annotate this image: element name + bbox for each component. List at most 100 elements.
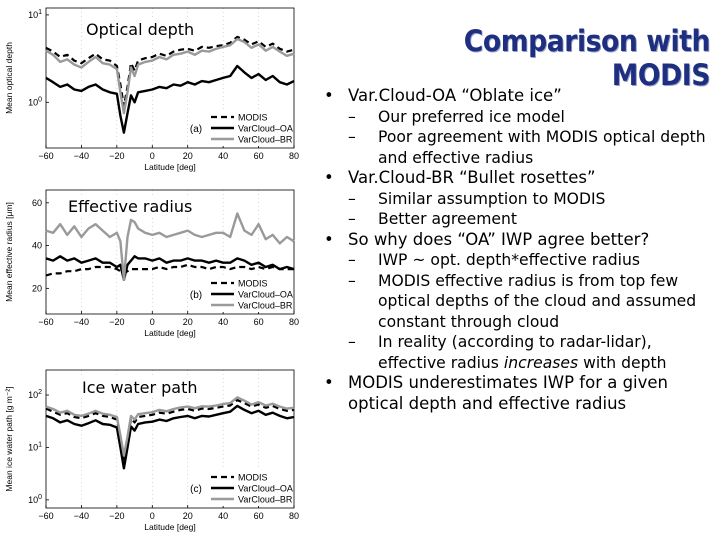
bullet-text: MODIS underestimates IWP for a given opt… xyxy=(348,373,669,413)
legend-entry: VarCloud–BR xyxy=(238,301,293,311)
legend-entry: MODIS xyxy=(238,473,268,483)
optical-depth-chart-svg: −60 −40 −20 0 20 40 60 80 101 100 Latitude [deg] Me… xyxy=(4,7,299,172)
series-line xyxy=(45,396,295,457)
y-axis-label: Mean ice water path [g m⁻²] xyxy=(4,386,14,491)
y-tick-label: 100 xyxy=(28,494,42,505)
optical-depth-chart: −60 −40 −20 0 20 40 60 80 101 100 Latitude [deg] Me… xyxy=(0,0,300,180)
ice-water-path-chart: −60 −40 −20 0 20 40 60 80 102 101 100 Latitude [deg… xyxy=(0,360,300,540)
panel-tag: (b) xyxy=(190,290,202,301)
x-tick-label: 40 xyxy=(218,511,228,521)
sub-bullet-text: Better agreement xyxy=(378,210,517,228)
x-tick-label: −60 xyxy=(38,151,53,161)
bullet-text: So why does “OA” IWP agree better? xyxy=(348,229,650,249)
sub-bullet-item: – Poor agreement with MODIS optical depth… xyxy=(320,127,718,168)
x-tick-label: 60 xyxy=(254,317,264,327)
y-tick-label: 60 xyxy=(32,198,42,208)
series-line xyxy=(45,37,295,115)
ice-water-path-panel-label: Ice water path xyxy=(80,378,200,397)
sub-bullet-item: – IWP ~ opt. depth*effective radius xyxy=(320,250,718,271)
y-tick-exponent: 0 xyxy=(38,494,42,501)
x-tick-label: −60 xyxy=(38,317,53,327)
plot-frame xyxy=(45,369,295,509)
sub-bullet-text-pre: In reality (according to radar-lidar), e… xyxy=(378,333,652,372)
bullet-dot: • xyxy=(324,373,334,392)
x-tick-label: −40 xyxy=(74,511,89,521)
sub-bullet-dash: – xyxy=(348,107,356,126)
y-tick-label: 101 xyxy=(28,441,42,452)
bullet-dot: • xyxy=(324,86,334,105)
bullet-item: • So why does “OA” IWP agree better? xyxy=(320,230,718,251)
panel-tag: (c) xyxy=(190,484,202,495)
sub-bullet-text-post: with depth xyxy=(578,353,667,372)
legend-entry: VarCloud–OA xyxy=(238,124,293,134)
y-tick-label: 100 xyxy=(28,96,42,107)
x-tick-label: 20 xyxy=(183,317,193,327)
sub-bullet-dash: – xyxy=(348,128,356,146)
series-line xyxy=(45,263,294,277)
sub-bullet-item: – Our preferred ice model xyxy=(320,107,718,128)
x-tick-label: 60 xyxy=(254,151,264,161)
x-tick-label: 40 xyxy=(218,317,228,327)
x-tick-label: 40 xyxy=(218,151,228,161)
x-tick-label: −20 xyxy=(109,317,124,327)
x-tick-label: 80 xyxy=(289,317,299,327)
legend-entry: VarCloud–BR xyxy=(238,495,293,505)
effective-radius-panel-label: Effective radius xyxy=(66,197,195,216)
y-axis-label: Mean effective radius [μm] xyxy=(4,202,14,302)
series-line xyxy=(45,398,295,461)
y-tick-exponent: 2 xyxy=(38,389,42,396)
x-tick-label: −40 xyxy=(74,317,89,327)
sub-bullet-text: Our preferred ice model xyxy=(378,107,565,126)
x-tick-label: 20 xyxy=(183,511,193,521)
sub-bullet-text: Poor agreement with MODIS optical depth … xyxy=(378,128,706,167)
x-tick-label: 80 xyxy=(289,151,299,161)
y-tick-label: 20 xyxy=(32,283,42,293)
x-tick-label: 80 xyxy=(289,511,299,521)
y-tick-label: 40 xyxy=(32,241,42,251)
x-axis-label: Latitude [deg] xyxy=(144,162,196,172)
x-tick-label: −60 xyxy=(38,511,53,521)
x-tick-label: 0 xyxy=(150,317,155,327)
y-tick-exponent: 1 xyxy=(38,441,42,448)
series-line xyxy=(45,35,295,108)
series-line xyxy=(45,64,295,134)
bullet-item: • MODIS underestimates IWP for a given op… xyxy=(320,373,718,414)
bullet-item: • Var.Cloud-BR “Bullet rosettes” xyxy=(320,168,718,189)
y-tick-label: 102 xyxy=(28,389,42,400)
effective-radius-chart: −60 −40 −20 0 20 40 60 80 20 40 60 Latitude [deg] Me… xyxy=(0,182,300,360)
sub-bullet-dash: – xyxy=(348,333,356,351)
optical-depth-panel-label: Optical depth xyxy=(84,20,197,39)
x-tick-label: −40 xyxy=(74,151,89,161)
x-axis-label: Latitude [deg] xyxy=(144,522,196,532)
x-tick-label: −20 xyxy=(109,511,124,521)
bullet-dot: • xyxy=(324,229,334,249)
y-tick-exponent: 1 xyxy=(38,9,42,16)
x-tick-label: 0 xyxy=(150,511,155,521)
sub-bullet-text: Similar assumption to MODIS xyxy=(378,189,606,208)
series-line xyxy=(45,255,295,282)
legend-entry: VarCloud–OA xyxy=(238,484,293,494)
bullet-text: Var.Cloud-OA “Oblate ice” xyxy=(348,86,562,105)
plot-frame xyxy=(45,189,295,315)
series-line xyxy=(45,404,295,470)
emphasis-text: increases xyxy=(503,353,579,372)
series-line xyxy=(45,212,295,282)
bullet-list: • Var.Cloud-OA “Oblate ice” – Our preferre… xyxy=(320,86,718,414)
sub-bullet-text: IWP ~ opt. depth*effective radius xyxy=(378,251,640,269)
x-tick-label: 0 xyxy=(150,151,155,161)
y-tick-label: 101 xyxy=(28,9,42,20)
sub-bullet-dash: – xyxy=(348,210,356,228)
panel-tag: (a) xyxy=(190,124,202,135)
bullet-item: • Var.Cloud-OA “Oblate ice” xyxy=(320,86,718,107)
slide-title: Comparison with MODIS xyxy=(463,24,711,92)
y-axis-label: Mean optical depth xyxy=(4,42,14,114)
legend-entry: VarCloud–BR xyxy=(238,135,293,145)
x-axis-label: Latitude [deg] xyxy=(144,328,196,338)
sub-bullet-dash: – xyxy=(348,189,356,208)
bullet-dot: • xyxy=(324,168,334,187)
sub-bullet-dash: – xyxy=(348,271,356,290)
sub-bullet-item: – Similar assumption to MODIS xyxy=(320,189,718,210)
sub-bullet-text: MODIS effective radius is from top few o… xyxy=(378,271,697,331)
x-tick-label: 20 xyxy=(183,151,193,161)
